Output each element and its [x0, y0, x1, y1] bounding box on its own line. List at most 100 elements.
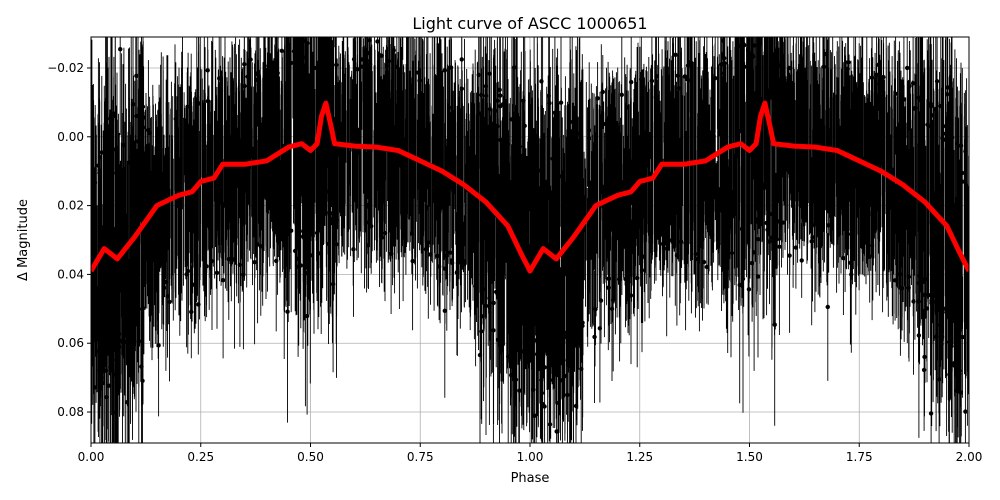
- observation-point: [628, 79, 634, 85]
- observation-point: [933, 334, 939, 339]
- observation-point: [447, 250, 453, 255]
- observation-point: [295, 53, 301, 58]
- observation-point: [542, 365, 547, 370]
- observation-point: [928, 411, 934, 416]
- observation-point: [765, 227, 770, 232]
- observation-point: [522, 123, 527, 129]
- observation-point: [256, 82, 262, 88]
- observation-point: [97, 155, 102, 160]
- observation-point: [511, 138, 516, 143]
- observation-point: [547, 422, 553, 427]
- observation-point: [459, 57, 464, 62]
- observation-point: [313, 65, 319, 71]
- observation-point: [809, 239, 814, 244]
- observation-point: [241, 272, 246, 277]
- observation-point: [960, 334, 965, 340]
- observation-point: [130, 101, 136, 107]
- observation-point: [91, 113, 94, 118]
- observation-point: [532, 173, 538, 178]
- observation-point: [498, 93, 503, 98]
- observation-point: [603, 121, 608, 127]
- observation-point: [798, 67, 803, 73]
- observation-point: [892, 278, 898, 283]
- observation-point: [111, 343, 116, 348]
- observation-point: [725, 252, 730, 257]
- observation-point: [139, 78, 144, 83]
- observation-point: [640, 254, 645, 259]
- observation-point: [110, 368, 115, 373]
- observation-point: [409, 231, 414, 236]
- x-tick-label: 2.00: [956, 450, 983, 464]
- observation-point: [435, 253, 440, 259]
- observation-point: [248, 57, 253, 62]
- observation-point: [676, 86, 682, 91]
- observation-point: [949, 344, 954, 349]
- observation-point: [580, 320, 585, 325]
- observation-point: [415, 70, 421, 75]
- observation-point: [938, 103, 943, 109]
- observation-point: [845, 66, 850, 72]
- observation-point: [639, 268, 645, 273]
- observation-point: [555, 148, 560, 153]
- observation-point: [478, 92, 484, 98]
- observation-point: [94, 336, 100, 342]
- observation-point: [946, 314, 951, 319]
- observation-point: [531, 185, 536, 191]
- observation-point: [436, 264, 442, 269]
- observation-point: [513, 377, 519, 382]
- observation-point: [812, 222, 818, 227]
- observation-point: [217, 76, 222, 81]
- observation-point: [232, 257, 237, 262]
- observation-point: [218, 88, 224, 93]
- observation-point: [755, 237, 761, 242]
- observation-point: [423, 247, 428, 252]
- observation-point: [281, 225, 286, 230]
- observation-point: [876, 62, 881, 67]
- observation-point: [929, 113, 935, 118]
- observation-point: [483, 303, 489, 309]
- observation-point: [772, 250, 777, 256]
- observation-point: [514, 159, 519, 165]
- observation-point: [301, 38, 307, 43]
- observation-point: [587, 136, 592, 141]
- observation-point: [115, 368, 121, 374]
- observation-point: [498, 137, 503, 143]
- observation-point: [497, 319, 502, 324]
- observation-point: [764, 220, 769, 226]
- observation-point: [487, 106, 493, 112]
- observation-point: [476, 72, 481, 78]
- observation-point: [130, 140, 136, 145]
- observation-point: [907, 83, 912, 89]
- observation-point: [118, 47, 123, 52]
- observation-point: [740, 276, 746, 281]
- observation-point: [205, 98, 211, 104]
- observation-point: [455, 269, 460, 274]
- observation-point: [750, 52, 755, 58]
- observation-point: [673, 52, 678, 57]
- observation-point: [508, 372, 514, 378]
- observation-point: [560, 343, 565, 348]
- x-tick-label: 0.75: [407, 450, 434, 464]
- observation-point: [255, 242, 260, 247]
- observation-point: [110, 357, 116, 363]
- observation-point: [777, 244, 782, 249]
- observation-point: [448, 65, 454, 70]
- observation-point: [506, 354, 511, 359]
- observation-point: [330, 281, 336, 287]
- observation-point: [531, 127, 537, 133]
- observation-point: [742, 64, 747, 70]
- observation-point: [769, 235, 775, 240]
- observation-point: [906, 285, 911, 291]
- x-tick-label: 1.25: [626, 450, 653, 464]
- observation-point: [558, 100, 564, 105]
- observation-point: [928, 123, 933, 129]
- observation-point: [957, 368, 963, 374]
- observation-point: [301, 228, 306, 234]
- observation-point: [91, 145, 95, 151]
- observation-point: [209, 258, 215, 264]
- observation-point: [442, 308, 448, 313]
- observation-point: [442, 68, 447, 73]
- observation-point: [552, 110, 558, 115]
- observation-point: [963, 409, 968, 414]
- observation-point: [428, 252, 433, 257]
